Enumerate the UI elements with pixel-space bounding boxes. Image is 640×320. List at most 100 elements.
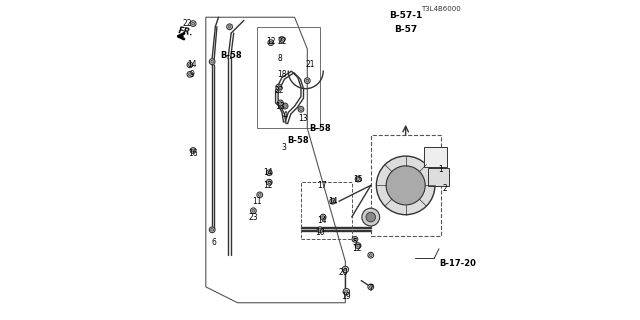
Text: B-57-1: B-57-1 — [389, 11, 422, 20]
Circle shape — [353, 238, 356, 241]
Text: B-58: B-58 — [309, 124, 331, 133]
Circle shape — [368, 252, 374, 258]
FancyBboxPatch shape — [424, 147, 447, 167]
Circle shape — [192, 22, 195, 25]
Text: 14: 14 — [317, 216, 326, 225]
Circle shape — [279, 101, 282, 104]
Circle shape — [330, 198, 335, 204]
Text: 4: 4 — [283, 111, 287, 120]
Circle shape — [332, 200, 334, 203]
Circle shape — [345, 290, 348, 293]
Circle shape — [386, 166, 425, 205]
Text: 1: 1 — [438, 165, 443, 174]
Circle shape — [277, 86, 280, 88]
Circle shape — [306, 79, 308, 82]
Circle shape — [369, 254, 372, 257]
Text: 18: 18 — [277, 70, 287, 79]
Text: 12: 12 — [266, 36, 276, 45]
Circle shape — [250, 208, 256, 214]
Text: 22: 22 — [277, 36, 287, 45]
Circle shape — [356, 178, 360, 180]
Circle shape — [366, 212, 376, 222]
Text: 20: 20 — [339, 268, 349, 277]
Circle shape — [343, 288, 349, 295]
Circle shape — [192, 149, 195, 152]
Text: 11: 11 — [252, 197, 261, 206]
Circle shape — [320, 214, 326, 220]
Text: 6: 6 — [211, 238, 216, 247]
FancyBboxPatch shape — [428, 168, 449, 186]
Circle shape — [280, 38, 284, 41]
Text: 2: 2 — [443, 184, 447, 193]
Text: 14: 14 — [187, 60, 196, 69]
Text: 15: 15 — [353, 174, 363, 184]
Circle shape — [266, 179, 272, 185]
Circle shape — [259, 194, 261, 196]
Circle shape — [190, 148, 196, 153]
Circle shape — [342, 266, 349, 273]
Text: 13: 13 — [298, 114, 307, 123]
Text: B-17-20: B-17-20 — [439, 259, 476, 268]
Circle shape — [355, 176, 361, 182]
Circle shape — [376, 156, 435, 215]
Text: 21: 21 — [306, 60, 316, 69]
Text: 9: 9 — [189, 70, 194, 79]
Circle shape — [352, 236, 358, 242]
Text: 7: 7 — [368, 284, 373, 293]
Circle shape — [268, 181, 271, 184]
Text: 14: 14 — [328, 197, 337, 206]
Circle shape — [369, 285, 372, 288]
Text: B-57: B-57 — [394, 25, 417, 35]
Circle shape — [257, 192, 262, 198]
Circle shape — [344, 268, 347, 271]
Circle shape — [317, 227, 323, 233]
Circle shape — [211, 60, 214, 63]
Text: 22: 22 — [182, 19, 191, 28]
Text: 10: 10 — [315, 228, 325, 237]
Circle shape — [187, 62, 193, 68]
Text: 3: 3 — [281, 143, 286, 152]
Circle shape — [282, 103, 288, 109]
Circle shape — [228, 25, 231, 28]
Text: 22: 22 — [274, 86, 284, 95]
Circle shape — [278, 100, 284, 106]
Circle shape — [279, 36, 285, 42]
Text: 14: 14 — [263, 168, 273, 177]
Circle shape — [298, 106, 304, 112]
Circle shape — [268, 40, 274, 45]
Circle shape — [368, 284, 374, 290]
Text: 23: 23 — [248, 212, 258, 222]
Circle shape — [305, 78, 310, 84]
Circle shape — [322, 216, 324, 219]
Circle shape — [189, 73, 191, 76]
Circle shape — [187, 71, 193, 77]
Circle shape — [190, 21, 196, 27]
Circle shape — [300, 108, 302, 111]
Circle shape — [276, 84, 282, 90]
Text: 19: 19 — [342, 292, 351, 301]
Circle shape — [319, 228, 321, 231]
Circle shape — [284, 105, 287, 108]
Circle shape — [266, 170, 272, 176]
Circle shape — [269, 41, 272, 44]
Circle shape — [209, 59, 215, 65]
Text: 17: 17 — [317, 181, 326, 190]
Circle shape — [356, 244, 360, 247]
Text: 5: 5 — [353, 238, 357, 247]
Circle shape — [252, 209, 255, 212]
Circle shape — [362, 208, 380, 226]
Text: 16: 16 — [188, 149, 198, 158]
Circle shape — [211, 228, 214, 231]
Text: 12: 12 — [352, 244, 361, 253]
Circle shape — [355, 243, 361, 249]
Circle shape — [268, 171, 271, 174]
Text: 12: 12 — [263, 181, 273, 190]
Text: T3L4B6000: T3L4B6000 — [422, 6, 461, 12]
Circle shape — [189, 63, 191, 66]
Text: FR.: FR. — [177, 26, 194, 37]
Text: 8: 8 — [278, 54, 283, 63]
Circle shape — [209, 227, 215, 233]
Text: 13: 13 — [276, 101, 285, 111]
Circle shape — [227, 24, 232, 30]
Text: B-58: B-58 — [220, 51, 242, 60]
